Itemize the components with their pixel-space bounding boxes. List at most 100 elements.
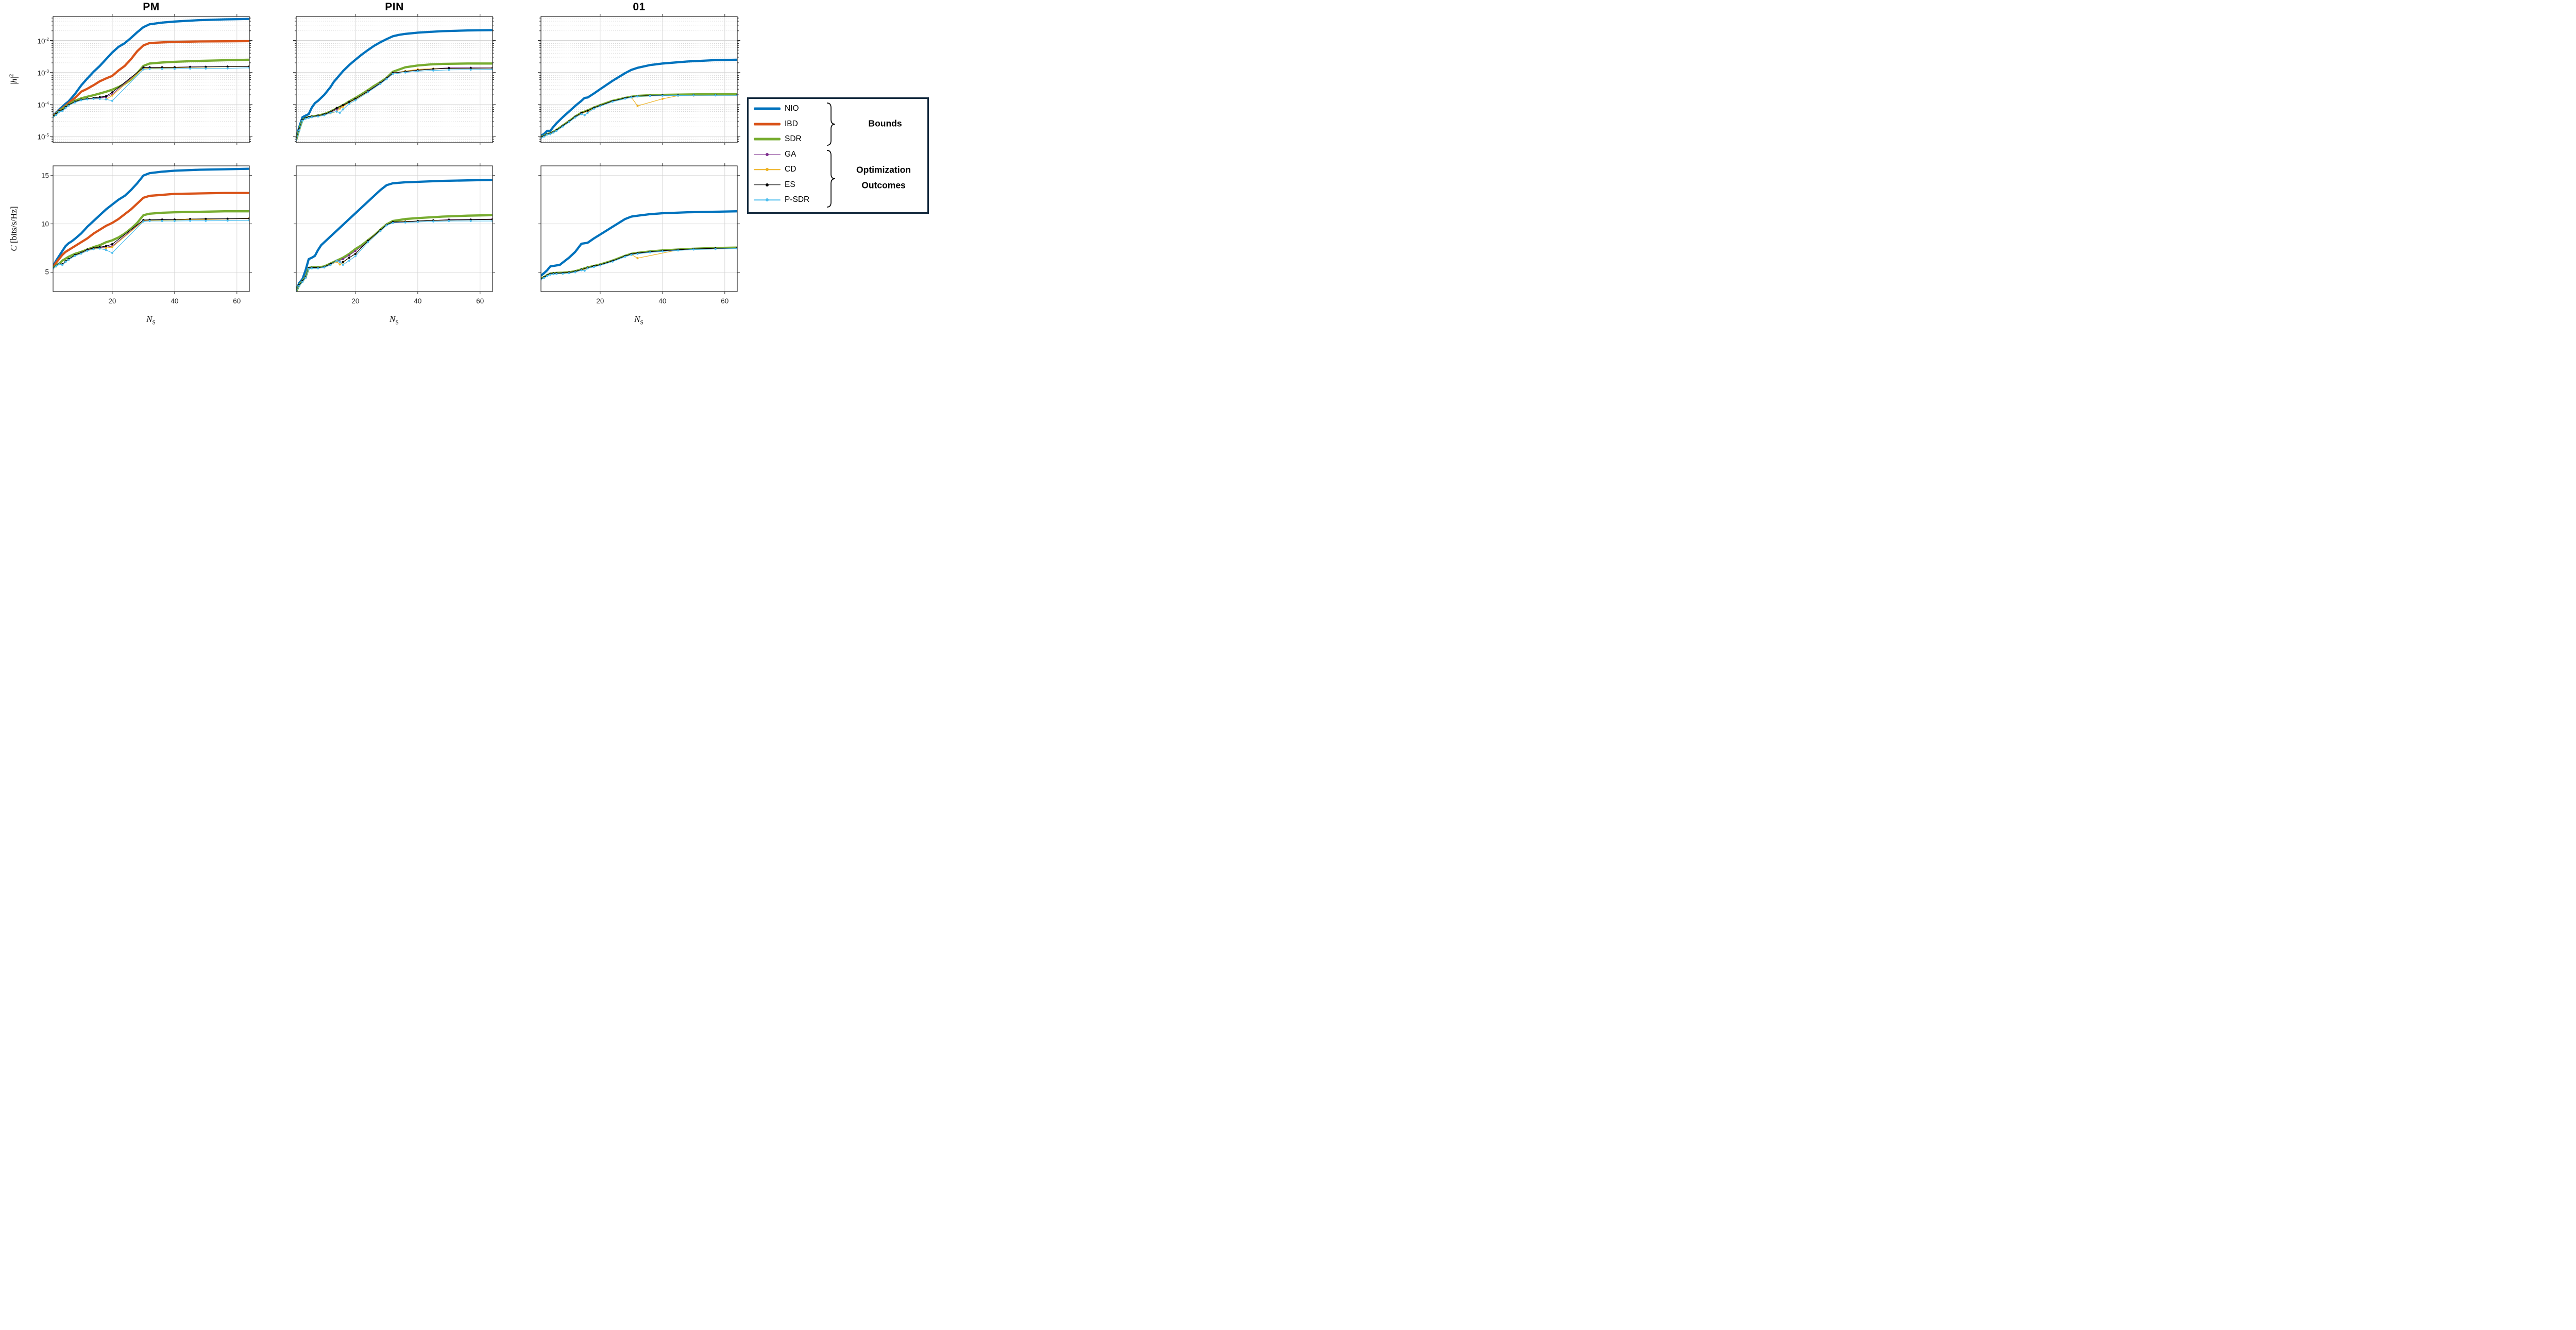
series-marker-p-sdr <box>552 131 555 134</box>
series-marker-p-sdr <box>692 248 695 251</box>
series-marker-es <box>348 257 350 259</box>
series-line-es <box>296 219 493 292</box>
series-marker-p-sdr <box>80 99 82 101</box>
series-marker-p-sdr <box>592 266 595 268</box>
series-marker-p-sdr <box>580 113 583 115</box>
y-tick-label-log: 10-5 <box>37 132 49 141</box>
series-line-nio <box>53 18 250 116</box>
series-marker-p-sdr <box>448 69 450 71</box>
series-marker-p-sdr <box>348 259 350 262</box>
series-marker-es <box>189 218 192 220</box>
series-marker-p-sdr <box>105 98 107 100</box>
panel-title-pin: PIN <box>385 1 404 13</box>
series-marker-p-sdr <box>574 116 577 119</box>
series-marker-p-sdr <box>64 107 67 109</box>
figure-root: PM PIN 01 |h|2 C [bits/s/Hz] NS NS NS NI… <box>0 0 929 333</box>
series-marker-p-sdr <box>317 267 319 270</box>
panel-PM-row1 <box>50 163 252 294</box>
series-line-p-sdr <box>53 220 250 269</box>
series-marker-es <box>205 217 207 220</box>
series-marker-p-sdr <box>161 219 163 223</box>
series-marker-p-sdr <box>173 219 176 223</box>
series-line-nio <box>540 210 738 277</box>
series-marker-p-sdr <box>379 230 382 232</box>
series-line-nio <box>53 167 250 268</box>
series-marker-p-sdr <box>546 133 549 136</box>
xlabel-ns-3: NS <box>634 314 643 326</box>
series-marker-es <box>226 217 229 220</box>
series-marker-p-sdr <box>661 94 664 97</box>
series-marker-p-sdr <box>61 264 64 266</box>
series-marker-p-sdr <box>649 251 651 254</box>
series-marker-p-sdr <box>612 100 614 103</box>
series-marker-p-sdr <box>714 94 717 97</box>
series-marker-p-sdr <box>58 110 61 113</box>
series-marker-p-sdr <box>105 249 107 251</box>
series-line-p-sdr <box>540 95 738 139</box>
series-marker-cd <box>636 257 639 260</box>
series-marker-es <box>335 107 338 109</box>
series-marker-p-sdr <box>58 263 61 265</box>
series-marker-cd <box>338 263 341 266</box>
series-marker-p-sdr <box>552 273 555 276</box>
series-marker-es <box>111 243 113 246</box>
series-marker-p-sdr <box>189 67 192 70</box>
series-marker-p-sdr <box>111 99 113 102</box>
series-line-nio <box>296 29 493 139</box>
x-tick-label: 20 <box>108 297 116 305</box>
series-marker-p-sdr <box>379 82 382 85</box>
series-marker-p-sdr <box>173 67 176 70</box>
series-marker-p-sdr <box>323 114 326 116</box>
series-marker-p-sdr <box>74 254 76 257</box>
panel-PIN-row1 <box>294 163 495 294</box>
series-marker-p-sdr <box>308 116 310 119</box>
series-marker-p-sdr <box>416 70 419 73</box>
panel-01-row1 <box>538 163 740 294</box>
panel-title-01: 01 <box>633 1 646 13</box>
series-marker-p-sdr <box>649 95 651 97</box>
series-line-ga <box>296 218 493 292</box>
legend-group-optimization: Optimization <box>856 164 911 175</box>
series-marker-cd <box>111 246 113 248</box>
series-marker-p-sdr <box>148 219 151 223</box>
series-marker-p-sdr <box>308 267 310 270</box>
series-marker-p-sdr <box>74 101 76 104</box>
series-marker-p-sdr <box>677 249 680 252</box>
series-line-ibd <box>53 192 250 269</box>
series-marker-cd <box>338 107 341 110</box>
y-tick-label-linear: 10 <box>41 220 49 228</box>
series-marker-p-sdr <box>367 91 369 94</box>
axes-frame <box>53 165 250 292</box>
series-marker-p-sdr <box>630 253 633 256</box>
series-marker-p-sdr <box>226 219 229 222</box>
series-line-es <box>296 67 493 140</box>
series-marker-p-sdr <box>714 248 717 250</box>
series-marker-p-sdr <box>86 98 89 100</box>
xlabel-ns-1: NS <box>146 314 156 326</box>
series-line-es <box>540 95 738 138</box>
series-marker-p-sdr <box>205 219 207 222</box>
series-line-sdr <box>296 62 493 141</box>
series-marker-es <box>105 245 107 247</box>
x-tick-label: 60 <box>233 297 241 305</box>
series-marker-es <box>142 66 145 69</box>
series-line-sdr <box>53 210 250 269</box>
series-marker-p-sdr <box>586 267 589 270</box>
series-marker-es <box>342 261 344 263</box>
series-marker-p-sdr <box>301 120 304 122</box>
series-marker-p-sdr <box>55 265 58 267</box>
series-line-p-sdr <box>296 220 493 292</box>
series-marker-p-sdr <box>335 110 338 113</box>
x-tick-label: 40 <box>414 297 422 305</box>
series-line-cd <box>53 217 250 269</box>
panel-title-pm: PM <box>143 1 160 13</box>
series-marker-p-sdr <box>432 220 435 223</box>
series-marker-p-sdr <box>64 261 67 263</box>
series-line-nio <box>540 58 738 137</box>
series-marker-es <box>342 104 344 107</box>
series-marker-es <box>173 66 176 69</box>
series-marker-p-sdr <box>298 129 301 132</box>
series-marker-p-sdr <box>469 219 472 223</box>
y-tick-label-log: 10-2 <box>37 36 49 45</box>
y-tick-label-log: 10-3 <box>37 68 49 77</box>
